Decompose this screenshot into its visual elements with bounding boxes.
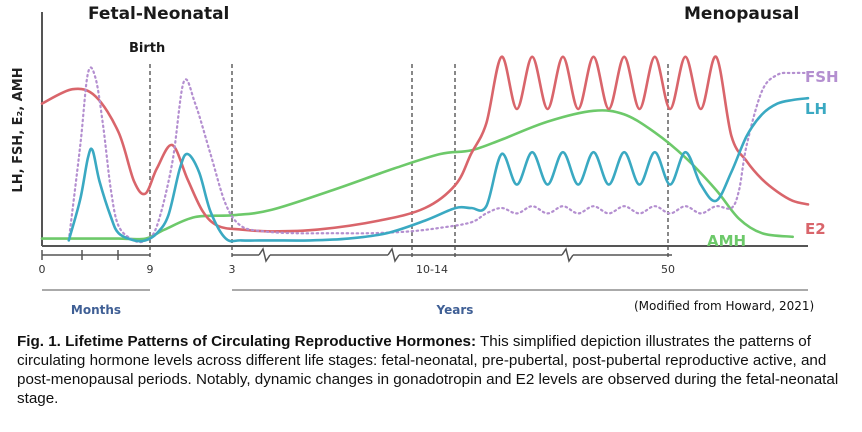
caption-text: This simplified depiction illustrates th… bbox=[17, 333, 839, 407]
years-label: Years bbox=[436, 303, 474, 317]
figure-caption: Fig. 1. Lifetime Patterns of Circulating… bbox=[17, 332, 852, 408]
timeline bbox=[41, 247, 672, 263]
tick-label-9: 9 bbox=[147, 263, 154, 276]
tick-label-10-14: 10-14 bbox=[416, 263, 448, 276]
axis-break-2 bbox=[387, 247, 400, 263]
tick-label-50: 50 bbox=[661, 263, 675, 276]
series-label-amh: AMH bbox=[707, 232, 746, 250]
axis-break-1 bbox=[258, 247, 271, 263]
series-line-lh bbox=[67, 96, 810, 243]
birth-label: Birth bbox=[129, 41, 165, 56]
series-label-fsh: FSH bbox=[805, 68, 839, 86]
hormone-chart: Fetal-Neonatal Menopausal Birth LH, FSH,… bbox=[11, 4, 839, 317]
tick-label-3: 3 bbox=[229, 263, 236, 276]
y-axis-label: LH, FSH, E₂, AMH bbox=[11, 67, 26, 192]
axis-break-3 bbox=[561, 247, 574, 263]
caption-title: Fig. 1. Lifetime Patterns of Circulating… bbox=[17, 333, 477, 350]
series-label-e2: E2 bbox=[805, 220, 826, 238]
title-fetal-neonatal: Fetal-Neonatal bbox=[88, 4, 229, 24]
title-menopausal: Menopausal bbox=[684, 4, 799, 24]
series-label-lh: LH bbox=[805, 100, 827, 118]
tick-label-0: 0 bbox=[39, 263, 46, 276]
chart-svg: Fetal-Neonatal Menopausal Birth LH, FSH,… bbox=[11, 4, 839, 317]
series-line-e2 bbox=[40, 55, 810, 233]
months-label: Months bbox=[71, 303, 121, 317]
series-layer bbox=[40, 55, 810, 244]
source-note: (Modified from Howard, 2021) bbox=[634, 299, 814, 313]
